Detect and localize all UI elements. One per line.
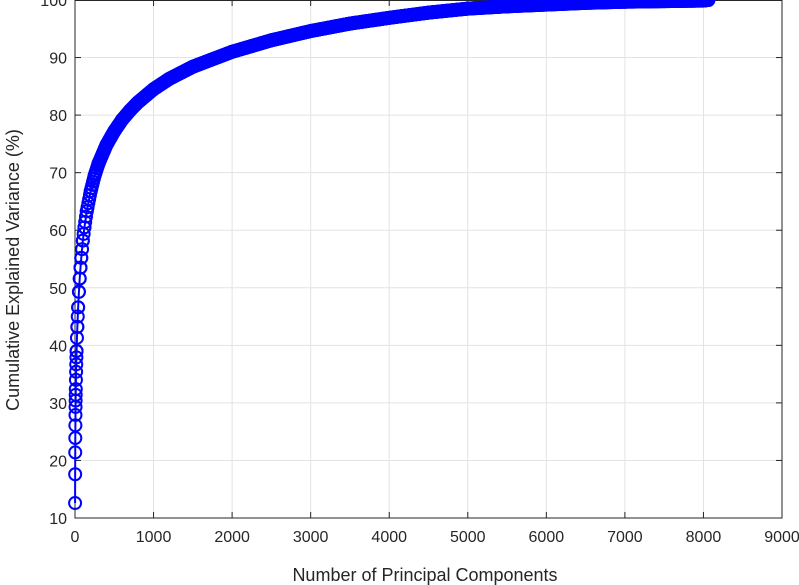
y-tick-label: 100 <box>40 0 67 10</box>
x-tick-label: 7000 <box>607 529 643 546</box>
data-point <box>68 372 83 387</box>
x-axis-label: Number of Principal Components <box>292 565 557 585</box>
data-point <box>71 300 86 315</box>
data-point <box>91 156 106 171</box>
data-point <box>421 5 436 20</box>
data-point <box>696 0 711 8</box>
y-tick-labels: 10 20 30 40 50 60 70 80 90 100 <box>40 0 67 528</box>
x-tick-label: 1000 <box>136 529 172 546</box>
data-point-marker <box>79 209 93 224</box>
x-tick-label: 2000 <box>214 529 250 546</box>
y-axis-label: Cumulative Explained Variance (%) <box>3 129 23 411</box>
data-point <box>617 0 632 9</box>
data-point <box>657 0 672 9</box>
x-tick-label: 5000 <box>450 529 486 546</box>
data-point <box>70 309 85 324</box>
data-point <box>72 271 87 286</box>
data-point <box>83 184 98 199</box>
y-tick-label: 70 <box>49 166 67 183</box>
x-tick-label: 0 <box>71 529 80 546</box>
y-tick-label: 60 <box>49 223 67 240</box>
y-tick-label: 30 <box>49 396 67 413</box>
data-point <box>68 467 83 482</box>
data-point <box>68 382 83 397</box>
y-tick-label: 90 <box>49 51 67 68</box>
data-point <box>75 233 90 248</box>
data-point <box>99 138 114 153</box>
data-point <box>107 124 122 139</box>
data-point <box>342 16 357 31</box>
data-point <box>73 260 88 275</box>
data-point <box>77 220 92 235</box>
data-point-marker <box>78 214 93 229</box>
data-point <box>87 168 102 183</box>
data-point <box>701 0 716 7</box>
data-point <box>185 59 200 74</box>
data-point <box>69 357 84 372</box>
y-tick-label: 10 <box>49 511 67 528</box>
x-tick-label: 3000 <box>293 529 329 546</box>
data-point <box>162 71 177 86</box>
data-point <box>115 112 130 127</box>
data-point <box>69 330 84 345</box>
y-tick-label: 80 <box>49 108 67 125</box>
data-point <box>225 44 240 59</box>
data-point <box>69 350 84 365</box>
data-point <box>578 0 593 10</box>
data-point <box>74 250 89 265</box>
data-point <box>146 82 161 97</box>
data-point <box>71 284 86 299</box>
y-tick-label: 40 <box>49 338 67 355</box>
x-tick-labels: 0 1000 2000 3000 4000 5000 6000 7000 8000 9000 <box>71 529 799 546</box>
data-point <box>68 496 83 511</box>
data-point <box>69 344 84 359</box>
data-point <box>122 103 137 118</box>
data-point <box>460 1 475 16</box>
data-point <box>68 445 83 460</box>
data-point <box>539 0 554 12</box>
data-point <box>500 0 515 14</box>
x-tick-label: 9000 <box>764 529 799 546</box>
series-cumulative-variance <box>68 0 716 511</box>
data-point <box>69 364 84 379</box>
x-tick-label: 4000 <box>371 529 407 546</box>
data-point <box>70 319 85 334</box>
data-point <box>79 204 94 219</box>
data-point <box>130 95 145 110</box>
data-point-marker <box>75 242 90 257</box>
y-tick-label: 50 <box>49 281 67 298</box>
x-tick-label: 6000 <box>529 529 565 546</box>
y-tick-label: 20 <box>49 453 67 470</box>
data-point <box>303 24 318 39</box>
data-point <box>264 33 279 48</box>
data-point <box>68 387 83 402</box>
data-point <box>68 418 83 433</box>
x-tick-label: 8000 <box>686 529 722 546</box>
data-point <box>68 407 83 422</box>
data-point <box>382 10 397 25</box>
